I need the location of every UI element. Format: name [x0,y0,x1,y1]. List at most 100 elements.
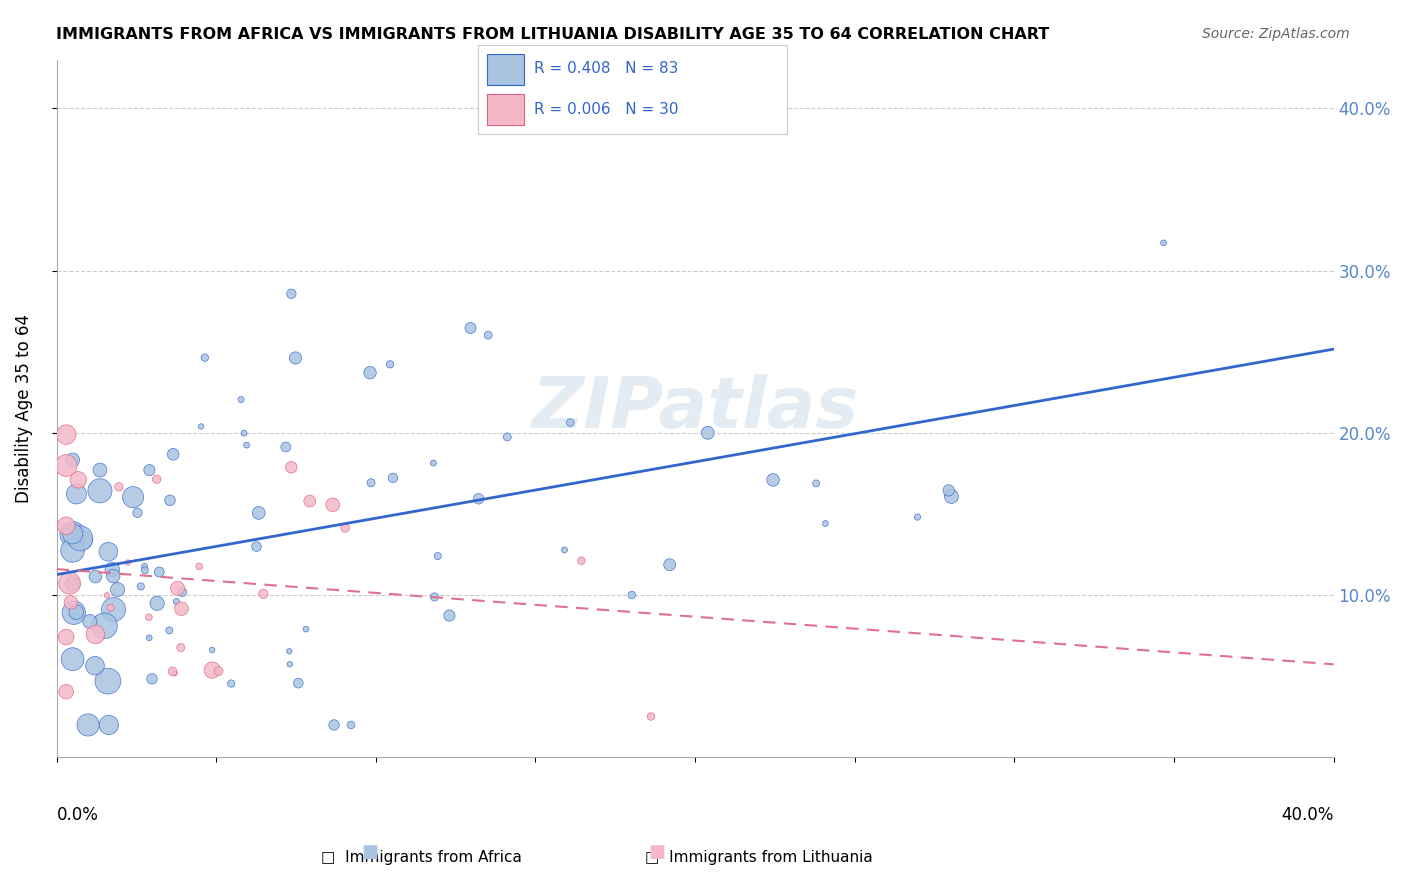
Point [79,615,101,629]
Point [65,487,87,501]
Point [340,718,363,732]
Point [620,588,643,602]
Point [72,533,94,548]
Point [359,366,381,380]
Text: 40.0%: 40.0% [1281,806,1334,824]
Point [159,493,181,508]
Point [201,663,224,677]
Point [235,438,257,452]
Point [477,328,499,343]
Point [201,643,224,657]
Point [280,460,302,475]
Point [146,596,169,610]
Point [162,447,184,461]
Point [814,516,837,531]
Point [77,718,100,732]
Point [274,440,297,454]
Point [129,579,152,593]
Point [69,532,91,546]
Point [138,631,160,645]
Point [107,582,129,597]
Point [378,357,401,371]
Text: Source: ZipAtlas.com: Source: ZipAtlas.com [1202,27,1350,41]
Point [89,483,111,498]
Point [245,540,267,554]
Point [229,392,252,407]
Bar [488,54,524,85]
Point [84,627,107,641]
Point [284,351,307,365]
Point [762,473,785,487]
Point [278,644,301,658]
Point [166,581,188,595]
Point [247,506,270,520]
Point [426,549,449,563]
Point [163,666,186,681]
Point [84,569,107,583]
Point [938,483,960,498]
Point [89,463,111,477]
Point [62,543,84,558]
Point [467,491,489,506]
Text: ■: ■ [648,843,665,861]
Point [287,676,309,690]
Point [59,576,82,591]
Point [145,472,167,486]
Point [134,563,156,577]
Point [170,640,193,655]
Point [103,602,125,616]
Point [100,600,122,615]
Point [423,590,446,604]
Point [298,494,321,508]
Point [172,585,194,599]
Point [138,610,160,624]
Text: R = 0.006   N = 30: R = 0.006 N = 30 [534,103,678,117]
Point [93,619,115,633]
Point [62,526,84,541]
Point [233,426,256,441]
Point [278,657,301,672]
Point [97,545,120,559]
Point [62,576,84,591]
Point [560,416,582,430]
Text: ZIPatlas: ZIPatlas [531,374,859,443]
Point [439,608,461,623]
Point [170,601,193,615]
Text: R = 0.408   N = 83: R = 0.408 N = 83 [534,62,678,76]
Text: ■: ■ [361,843,378,861]
Point [381,471,404,485]
Point [207,664,229,678]
Point [335,521,357,535]
Point [62,453,84,467]
Point [157,624,180,638]
Point [84,658,107,673]
Point [62,606,84,620]
Text: □  Immigrants from Lithuania: □ Immigrants from Lithuania [645,850,873,865]
Point [502,118,524,132]
Point [97,718,120,732]
Point [322,498,344,512]
Point [97,674,120,689]
Point [55,518,77,533]
Point [59,595,82,609]
Point [323,718,346,732]
Point [134,559,156,574]
Point [640,709,662,723]
Point [219,676,242,690]
Point [190,419,212,434]
Point [252,587,274,601]
Point [162,665,184,679]
Point [108,480,131,494]
Point [62,652,84,666]
Point [148,565,170,579]
Point [553,543,575,558]
Point [907,510,929,524]
Point [55,684,77,698]
Point [280,286,302,301]
Point [62,527,84,541]
Point [141,672,163,686]
Point [101,562,124,576]
Point [460,321,482,335]
Point [696,425,718,440]
Point [360,475,382,490]
